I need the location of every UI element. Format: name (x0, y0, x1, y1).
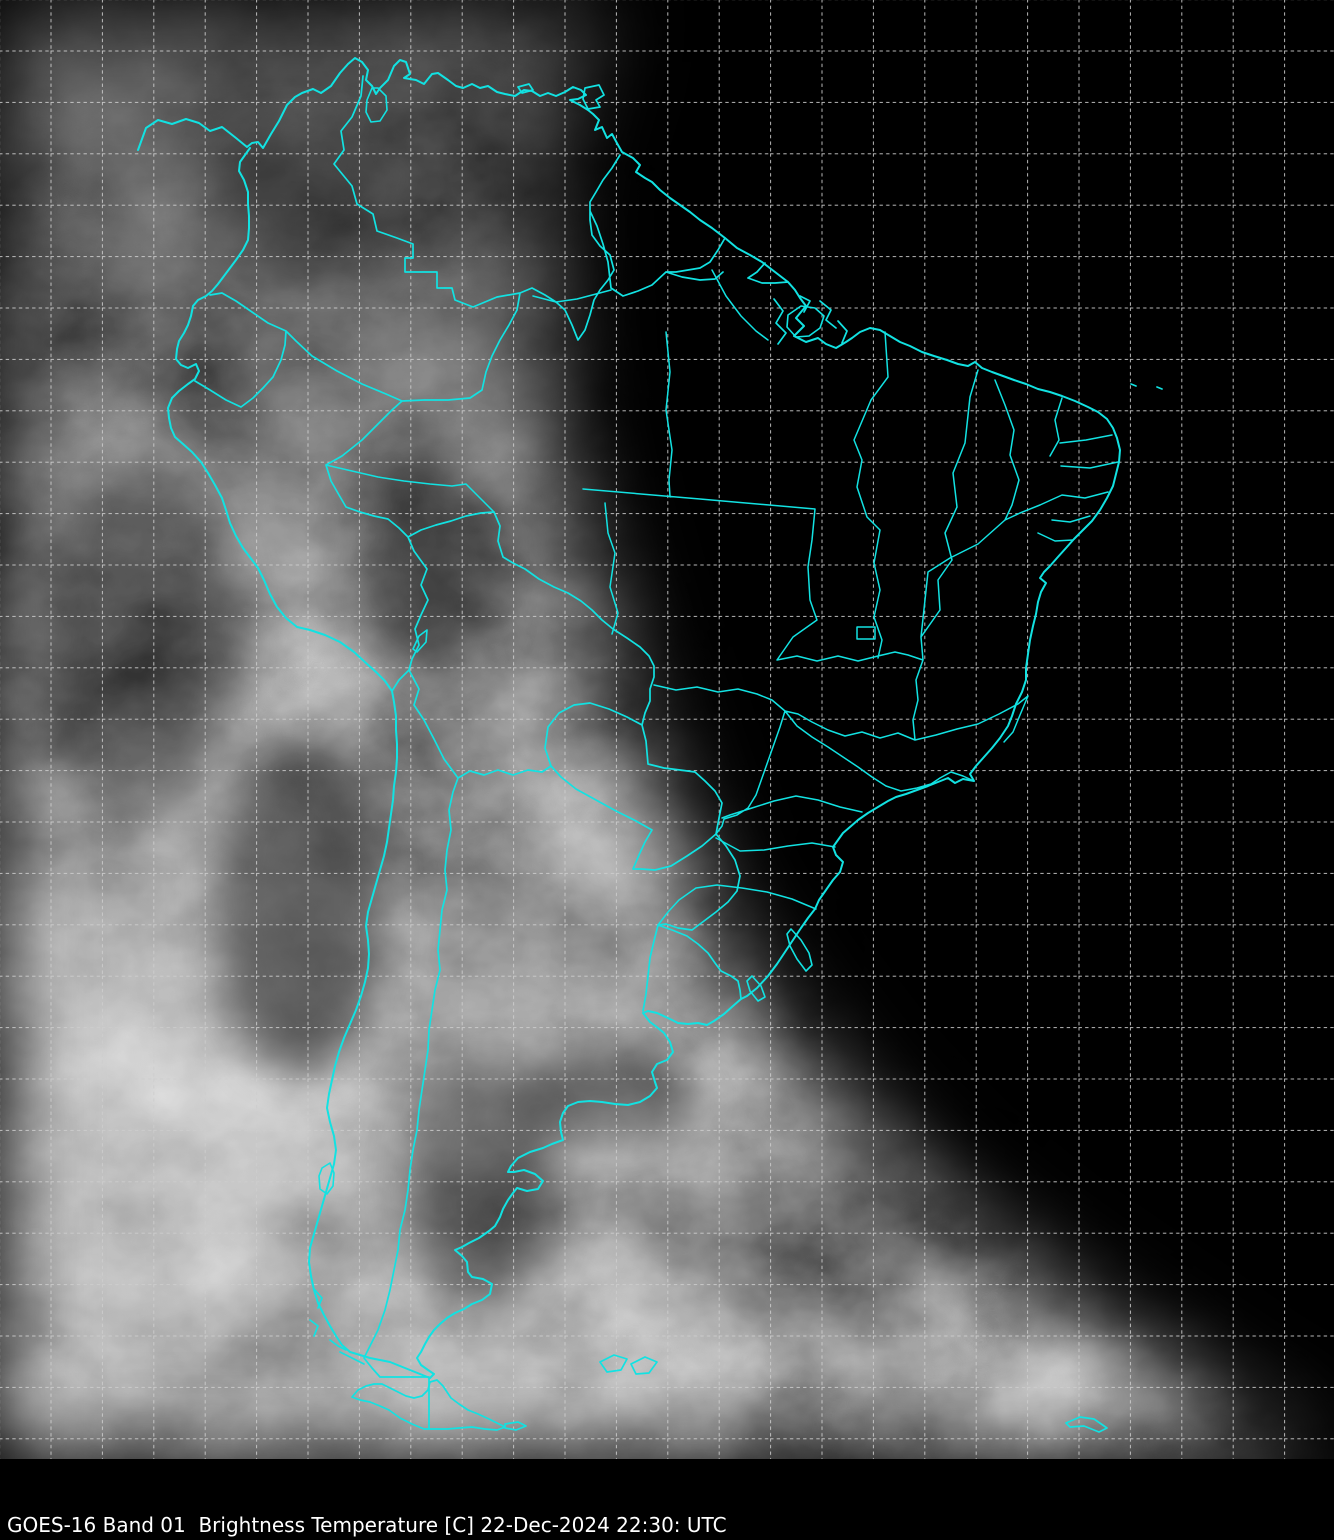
coastline-path (137, 57, 1121, 1379)
brazil-state-borders-path (325, 269, 1119, 926)
caption-bar: GOES-16 Band 01 Brightness Temperature [… (0, 1459, 1334, 1540)
islands-path (309, 83, 1163, 1433)
latlon-grid-overlay (0, 0, 1334, 1459)
caption-text: GOES-16 Band 01 Brightness Temperature [… (7, 1513, 727, 1537)
lakes-lagoons-path (318, 87, 825, 1195)
country-borders-path (194, 75, 789, 1429)
map-borders-overlay (137, 57, 1163, 1433)
satellite-map (0, 0, 1334, 1459)
